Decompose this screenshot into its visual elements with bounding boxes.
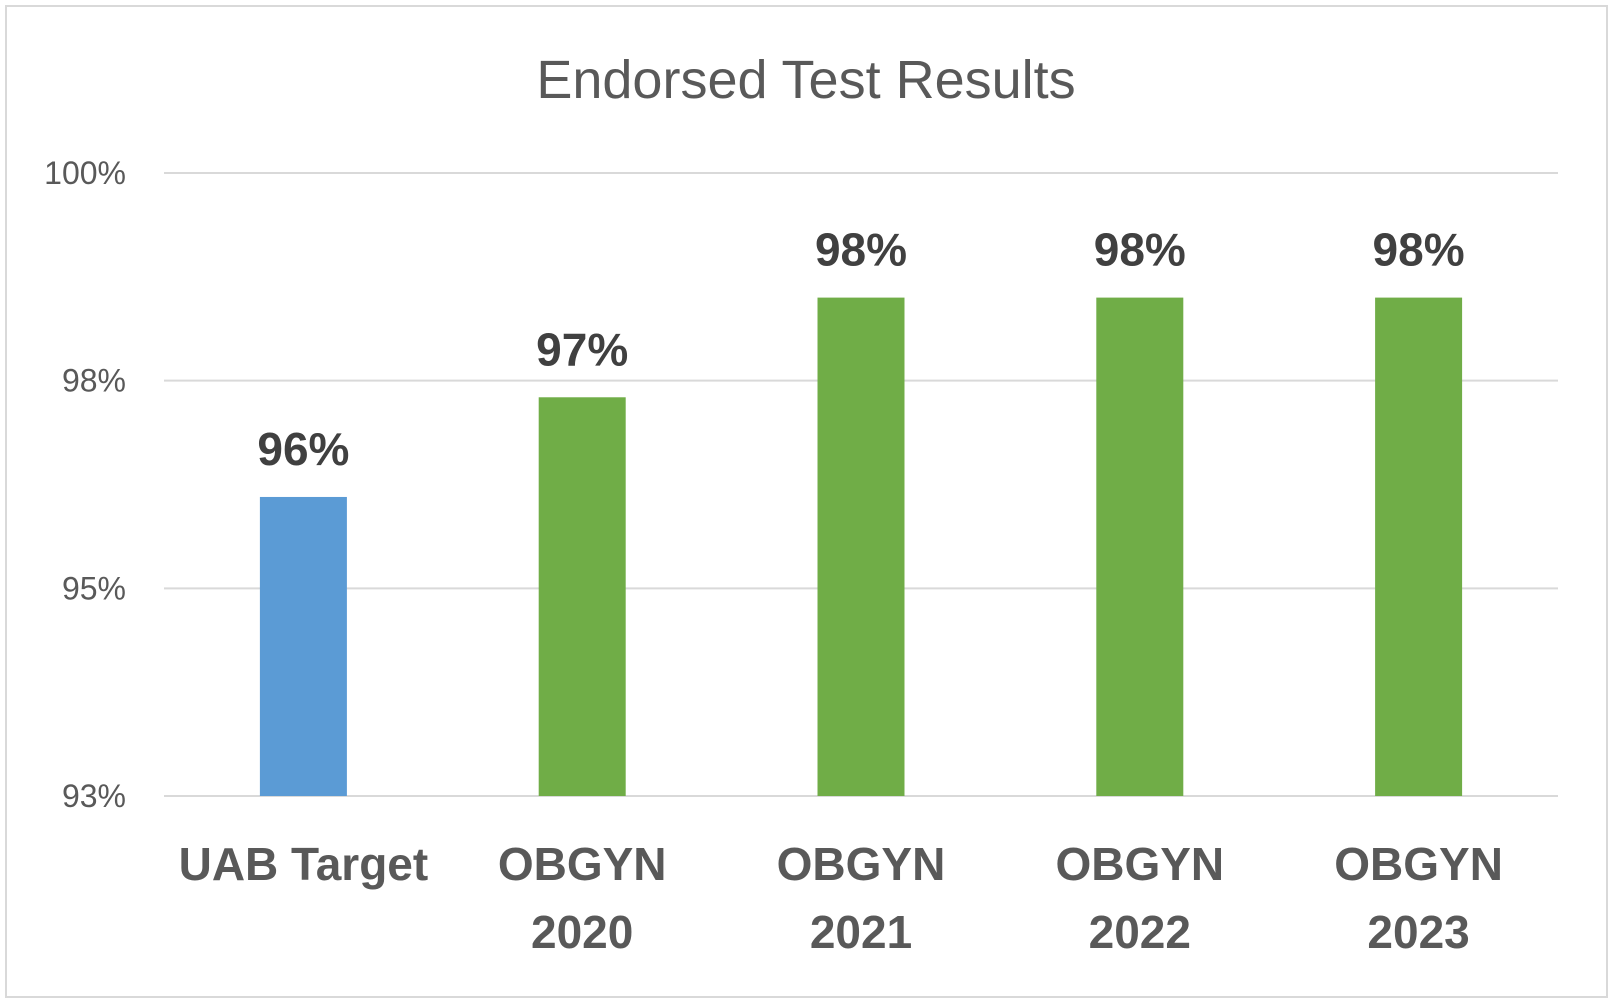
- x-tick-label: 2021: [810, 906, 912, 958]
- chart-title: Endorsed Test Results: [536, 50, 1075, 110]
- x-tick-label: OBGYN: [1055, 838, 1224, 890]
- y-tick-label: 95%: [62, 570, 126, 606]
- bars: [259, 297, 1463, 796]
- bar: [1096, 297, 1184, 796]
- x-axis-ticks: UAB Target OBGYN 2020 OBGYN 2021 OBGYN 2022 OBG…: [179, 838, 1503, 958]
- bar: [538, 397, 626, 796]
- y-tick-label: 98%: [62, 363, 126, 399]
- x-tick-label: OBGYN: [1334, 838, 1503, 890]
- y-tick-label: 100%: [44, 155, 126, 191]
- bar: [817, 297, 905, 796]
- data-label: 96%: [257, 423, 349, 475]
- x-tick-label: OBGYN: [498, 838, 667, 890]
- y-axis-ticks: 100% 98% 95% 93%: [44, 155, 126, 814]
- data-label: 97%: [536, 323, 628, 375]
- x-tick-label: 2020: [531, 906, 633, 958]
- data-label: 98%: [1373, 224, 1465, 276]
- x-tick-label: OBGYN: [777, 838, 946, 890]
- y-tick-label: 93%: [62, 778, 126, 814]
- data-label: 98%: [1094, 224, 1186, 276]
- bar: [259, 496, 347, 796]
- data-label: 98%: [815, 224, 907, 276]
- x-tick-label: 2022: [1089, 906, 1191, 958]
- x-tick-label: 2023: [1367, 906, 1469, 958]
- bar: [1375, 297, 1463, 796]
- x-tick-label: UAB Target: [179, 838, 429, 890]
- data-labels: 96% 97% 98% 98% 98%: [257, 224, 1464, 475]
